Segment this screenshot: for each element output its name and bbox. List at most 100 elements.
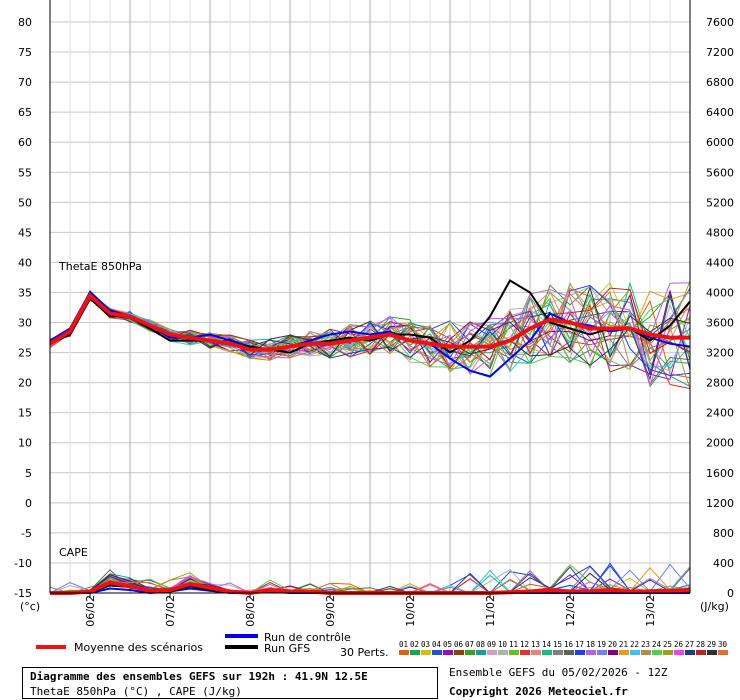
right-tick-label: 6400 — [706, 106, 734, 119]
chart-subtitle: ThetaE 850hPa (°C) , CAPE (J/kg) — [30, 685, 242, 698]
pert-number-label: 12 — [520, 640, 529, 649]
pert-color-swatch — [454, 650, 464, 655]
legend-gfs-label: Run GFS — [264, 642, 311, 655]
x-tick-label: 07/02 — [164, 595, 177, 627]
right-unit-label: (J/kg) — [700, 600, 729, 613]
x-tick-label: 08/02 — [244, 595, 257, 627]
pert-number-label: 16 — [564, 640, 574, 649]
chart-title-box: Diagramme des ensembles GEFS sur 192h : … — [22, 667, 438, 699]
right-tick-label: 4000 — [706, 286, 734, 299]
left-tick-label: -10 — [14, 557, 32, 570]
legend-mean-label: Moyenne des scénarios — [74, 641, 203, 654]
gfs-run-line — [49, 279, 691, 354]
right-tick-label: 3600 — [706, 317, 734, 330]
pert-number-label: 27 — [685, 640, 694, 649]
pert-color-swatch — [399, 650, 409, 655]
pert-number-label: 17 — [575, 640, 584, 649]
left-tick-label: 15 — [18, 407, 32, 420]
right-tick-label: 7600 — [706, 16, 734, 29]
ensemble-member-line — [49, 284, 691, 377]
left-tick-label: 50 — [18, 196, 32, 209]
x-tick-label: 12/02 — [564, 595, 577, 627]
left-tick-label: 40 — [18, 256, 32, 269]
left-tick-label: -15 — [14, 587, 32, 600]
pert-color-swatch — [674, 650, 684, 655]
legend: 01 02 03 04 05 06 07 08 09 10 11 12 13 14 15 16 17 18 19 20… — [36, 634, 728, 655]
pert-number-label: 10 — [498, 640, 508, 649]
pert-number-label: 07 — [465, 640, 474, 649]
right-tick-label: 400 — [713, 557, 734, 570]
x-tick-label: 11/02 — [484, 595, 497, 627]
pert-color-swatch — [465, 650, 475, 655]
pert-color-swatch — [509, 650, 519, 655]
right-tick-label: 4400 — [706, 256, 734, 269]
x-tick-label: 13/02 — [644, 595, 657, 627]
right-tick-label: 1200 — [706, 497, 734, 510]
pert-color-swatch — [553, 650, 563, 655]
pert-color-swatch — [487, 650, 497, 655]
grid — [49, 0, 691, 594]
pert-color-swatch — [476, 650, 486, 655]
pert-color-swatch — [641, 650, 651, 655]
legend-control-label: Run de contrôle — [264, 631, 351, 644]
axes: 80757065605550454035302520151050-5-10-15… — [14, 0, 734, 627]
pert-number-label: 02 — [410, 640, 419, 649]
left-tick-label: 35 — [18, 286, 32, 299]
pert-number-label: 01 — [399, 640, 408, 649]
left-tick-label: 55 — [18, 166, 32, 179]
pert-color-swatch — [432, 650, 442, 655]
left-tick-label: 5 — [25, 467, 32, 480]
left-tick-label: -5 — [21, 527, 32, 540]
right-tick-label: 7200 — [706, 46, 734, 59]
left-unit-label: (°c) — [20, 600, 40, 613]
pert-color-swatch — [542, 650, 552, 655]
right-tick-label: 2000 — [706, 437, 734, 450]
pert-number-label: 18 — [586, 640, 596, 649]
pert-number-label: 26 — [674, 640, 684, 649]
thetae-panel-label: ThetaE 850hPa — [58, 260, 142, 273]
legend-perts-label: 30 Perts. — [340, 646, 389, 659]
pert-number-label: 03 — [421, 640, 430, 649]
pert-color-swatch — [586, 650, 596, 655]
right-tick-label: 5200 — [706, 196, 734, 209]
pert-number-label: 22 — [630, 640, 639, 649]
pert-color-swatch — [564, 650, 574, 655]
right-tick-label: 4800 — [706, 226, 734, 239]
pert-number-label: 21 — [619, 640, 628, 649]
right-tick-label: 1600 — [706, 467, 734, 480]
left-tick-label: 10 — [18, 437, 32, 450]
pert-number-label: 06 — [454, 640, 464, 649]
x-tick-label: 10/02 — [404, 595, 417, 627]
pert-number-label: 20 — [608, 640, 618, 649]
pert-number-label: 13 — [531, 640, 540, 649]
left-tick-label: 0 — [25, 497, 32, 510]
pert-number-label: 15 — [553, 640, 562, 649]
left-tick-label: 80 — [18, 16, 32, 29]
pert-number-label: 05 — [443, 640, 452, 649]
pert-number-label: 25 — [663, 640, 672, 649]
pert-color-swatch — [718, 650, 728, 655]
right-tick-label: 3200 — [706, 347, 734, 360]
pert-number-label: 08 — [476, 640, 486, 649]
pert-color-swatch — [597, 650, 607, 655]
left-tick-label: 30 — [18, 317, 32, 330]
pert-number-label: 29 — [707, 640, 716, 649]
left-tick-label: 25 — [18, 347, 32, 360]
pert-color-swatch — [696, 650, 706, 655]
pert-number-label: 14 — [542, 640, 552, 649]
pert-color-swatch — [707, 650, 717, 655]
left-tick-label: 70 — [18, 76, 32, 89]
pert-number-label: 28 — [696, 640, 706, 649]
pert-color-swatch — [663, 650, 673, 655]
pert-color-swatch — [531, 650, 541, 655]
pert-number-label: 30 — [718, 640, 728, 649]
left-tick-label: 65 — [18, 106, 32, 119]
ensemble-member-line — [49, 283, 691, 364]
pert-number-label: 23 — [641, 640, 650, 649]
cape-panel-label: CAPE — [59, 546, 88, 559]
x-tick-label: 09/02 — [324, 595, 337, 627]
mean-line — [48, 292, 690, 352]
pert-color-swatch — [575, 650, 585, 655]
right-tick-label: 2400 — [706, 407, 734, 420]
